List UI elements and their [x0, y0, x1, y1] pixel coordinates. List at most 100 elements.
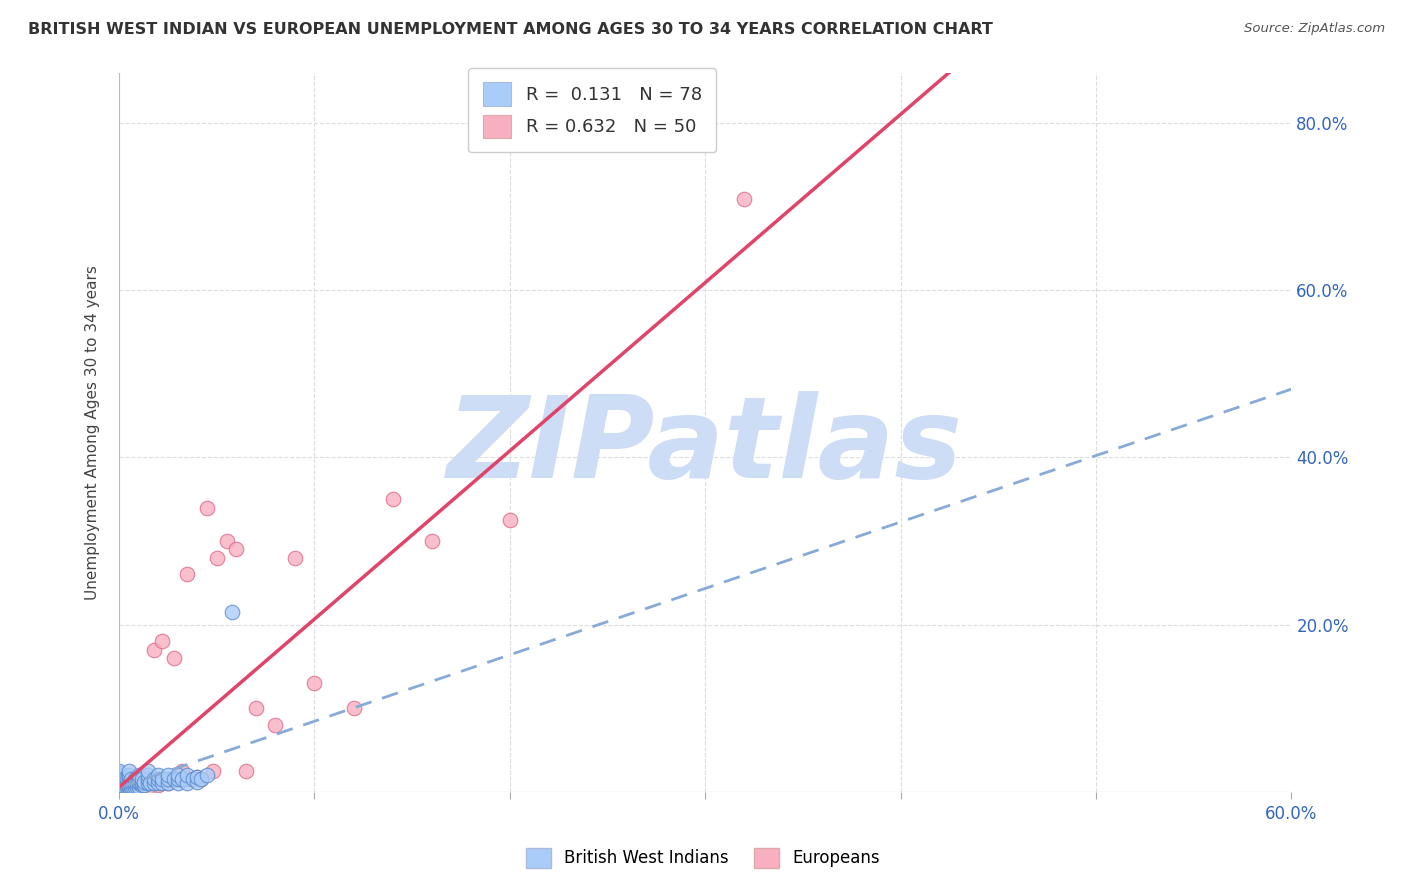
Point	[131, 778, 153, 792]
Point	[143, 776, 166, 790]
Point	[108, 772, 131, 786]
Point	[156, 776, 179, 790]
Point	[381, 492, 404, 507]
Point	[170, 772, 193, 786]
Point	[124, 780, 146, 795]
Point	[128, 780, 150, 795]
Point	[195, 500, 218, 515]
Point	[146, 772, 169, 786]
Point	[156, 772, 179, 786]
Point	[176, 567, 198, 582]
Point	[163, 651, 186, 665]
Point	[131, 778, 153, 792]
Point	[235, 764, 257, 778]
Point	[124, 776, 146, 790]
Point	[114, 780, 136, 795]
Point	[146, 772, 169, 786]
Point	[150, 776, 173, 790]
Text: ZIPatlas: ZIPatlas	[447, 392, 963, 502]
Point	[138, 764, 160, 778]
Point	[190, 772, 212, 786]
Text: BRITISH WEST INDIAN VS EUROPEAN UNEMPLOYMENT AMONG AGES 30 TO 34 YEARS CORRELATI: BRITISH WEST INDIAN VS EUROPEAN UNEMPLOY…	[28, 22, 993, 37]
Point	[181, 772, 204, 786]
Point	[121, 776, 143, 790]
Point	[195, 768, 218, 782]
Point	[114, 776, 136, 790]
Point	[138, 776, 160, 790]
Point	[118, 774, 141, 789]
Point	[108, 766, 131, 780]
Point	[121, 780, 143, 795]
Point	[186, 770, 208, 784]
Point	[146, 776, 169, 790]
Point	[143, 642, 166, 657]
Point	[118, 778, 141, 792]
Point	[181, 772, 204, 786]
Point	[131, 776, 153, 790]
Point	[215, 534, 238, 549]
Point	[128, 774, 150, 789]
Legend: British West Indians, Europeans: British West Indians, Europeans	[519, 841, 887, 875]
Point	[111, 780, 134, 795]
Point	[150, 772, 173, 786]
Point	[420, 534, 443, 549]
Point	[146, 768, 169, 782]
Point	[221, 605, 243, 619]
Point	[118, 776, 141, 790]
Point	[128, 772, 150, 786]
Point	[138, 772, 160, 786]
Point	[176, 772, 198, 786]
Point	[125, 780, 148, 795]
Point	[499, 513, 522, 527]
Point	[190, 772, 212, 786]
Point	[125, 776, 148, 790]
Point	[342, 701, 364, 715]
Point	[163, 772, 186, 786]
Point	[170, 764, 193, 778]
Point	[108, 764, 131, 778]
Point	[108, 770, 131, 784]
Point	[115, 772, 138, 786]
Point	[108, 784, 131, 798]
Point	[108, 774, 131, 789]
Point	[108, 776, 131, 790]
Point	[128, 768, 150, 782]
Point	[146, 778, 169, 792]
Point	[111, 772, 134, 786]
Text: Source: ZipAtlas.com: Source: ZipAtlas.com	[1244, 22, 1385, 36]
Point	[156, 772, 179, 786]
Point	[128, 776, 150, 790]
Point	[225, 542, 247, 557]
Point	[150, 776, 173, 790]
Point	[138, 780, 160, 795]
Point	[156, 768, 179, 782]
Point	[118, 772, 141, 786]
Point	[120, 772, 142, 786]
Point	[138, 768, 160, 782]
Point	[124, 772, 146, 786]
Point	[186, 774, 208, 789]
Point	[128, 772, 150, 786]
Point	[166, 772, 188, 786]
Point	[138, 776, 160, 790]
Point	[118, 780, 141, 795]
Point	[118, 778, 141, 792]
Point	[134, 778, 156, 792]
Point	[284, 550, 307, 565]
Point	[118, 764, 141, 778]
Point	[111, 776, 134, 790]
Point	[111, 778, 134, 792]
Point	[176, 768, 198, 782]
Point	[143, 772, 166, 786]
Point	[205, 550, 228, 565]
Point	[163, 772, 186, 786]
Point	[115, 780, 138, 795]
Point	[131, 772, 153, 786]
Point	[131, 772, 153, 786]
Point	[108, 780, 131, 795]
Point	[134, 774, 156, 789]
Point	[156, 776, 179, 790]
Point	[118, 780, 141, 795]
Point	[118, 776, 141, 790]
Point	[166, 776, 188, 790]
